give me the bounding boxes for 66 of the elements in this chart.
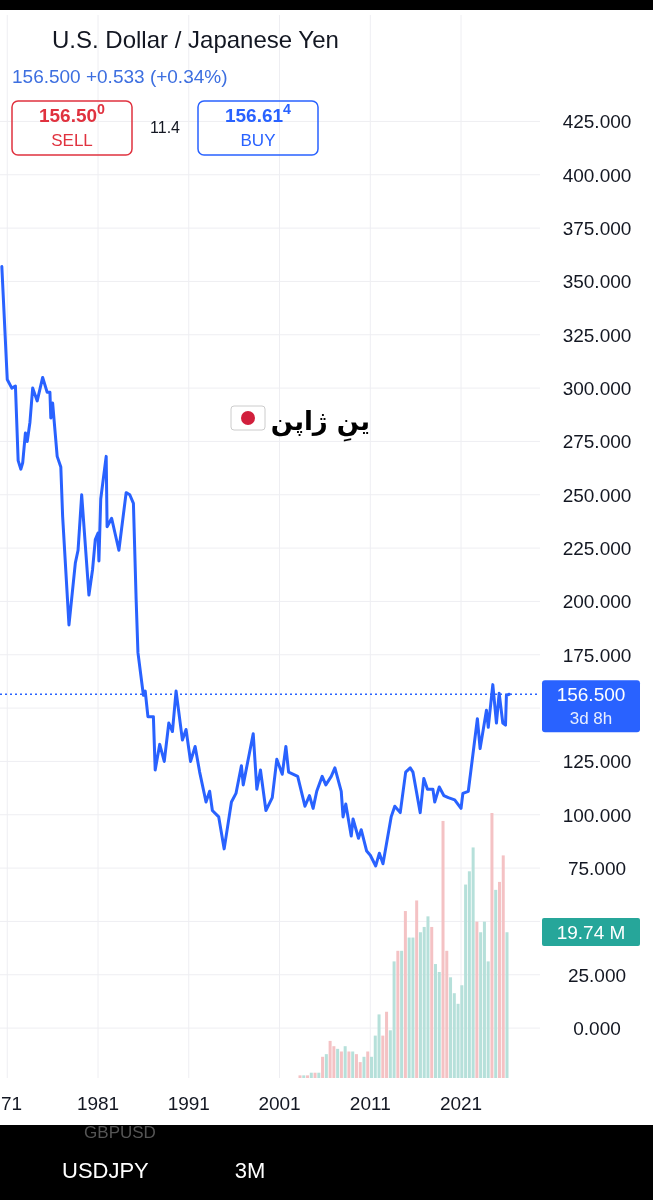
bar [441, 820, 445, 1078]
bar [347, 1051, 351, 1078]
bar [400, 950, 404, 1078]
y-tick-label: 300.000 [562, 378, 632, 400]
annotation: BUY [240, 131, 276, 150]
y-tick-label: 25.000 [567, 964, 627, 986]
y-tick-label: 75.000 [567, 858, 627, 880]
y-tick-label: 125.000 [562, 751, 632, 773]
bar [415, 900, 419, 1078]
text: 156.500 +0.533 (+0.34%) [12, 66, 228, 87]
y-tick-label: 200.000 [562, 591, 632, 613]
y-tick-label: 400.000 [562, 164, 632, 186]
bar [411, 937, 415, 1078]
bar [501, 855, 505, 1078]
y-tick-label: 250.000 [562, 484, 632, 506]
bar [475, 921, 479, 1078]
bar [313, 1072, 317, 1078]
bar [302, 1075, 306, 1078]
y-tick-label: 175.000 [562, 644, 632, 666]
bar [362, 1056, 366, 1078]
ref-line-label: 156.500 [556, 684, 626, 706]
bar [317, 1072, 321, 1078]
bar [396, 950, 400, 1078]
text: 3d 8h [569, 709, 613, 729]
bar [343, 1046, 347, 1078]
bar [449, 977, 453, 1078]
y-tick-label: 350.000 [562, 271, 632, 293]
bar [366, 1051, 370, 1078]
annotation: ینِ ژاپن [270, 406, 370, 442]
x-tick-label: 71 [1, 1093, 23, 1114]
y-tick-label: 0.000 [573, 1018, 621, 1040]
bar [377, 1014, 381, 1078]
bar [392, 961, 396, 1078]
bar [430, 926, 434, 1078]
x-tick-label: 2021 [439, 1093, 483, 1114]
bar [403, 911, 407, 1078]
annotation: 156.61$^{4}$ [224, 101, 292, 126]
y-tick-label: 325.000 [562, 324, 632, 346]
y-tick-label: 100.000 [562, 804, 632, 826]
y-tick-label: 275.000 [562, 431, 632, 453]
bar [407, 937, 411, 1078]
text: GBPUSD [84, 1123, 156, 1142]
text: 19.74 M [556, 922, 626, 943]
x-tick-label: 2001 [258, 1093, 301, 1114]
text: 3M [234, 1158, 266, 1183]
bar [298, 1075, 302, 1078]
text: U.S. Dollar / Japanese Yen [52, 26, 339, 53]
bar [426, 916, 430, 1078]
bar [433, 964, 437, 1078]
bar [385, 1011, 389, 1078]
y-tick-label: 225.000 [562, 538, 632, 560]
annotation: SELL [51, 131, 93, 150]
text: USDJPY [62, 1158, 150, 1183]
bar [505, 932, 509, 1078]
bar [494, 889, 498, 1078]
annotation: 156.50$^{0}$ [38, 101, 106, 126]
bar [328, 1040, 332, 1078]
x-tick-label: 2011 [349, 1093, 391, 1114]
x-tick-label: 1981 [76, 1093, 120, 1114]
x-tick-label: 1991 [167, 1093, 210, 1114]
y-tick-label: 425.000 [562, 111, 632, 133]
y-tick-label: 375.000 [562, 218, 632, 240]
bar [471, 847, 475, 1078]
annotation: 11.4 [150, 119, 181, 136]
bar [482, 921, 486, 1078]
bar [490, 813, 494, 1078]
